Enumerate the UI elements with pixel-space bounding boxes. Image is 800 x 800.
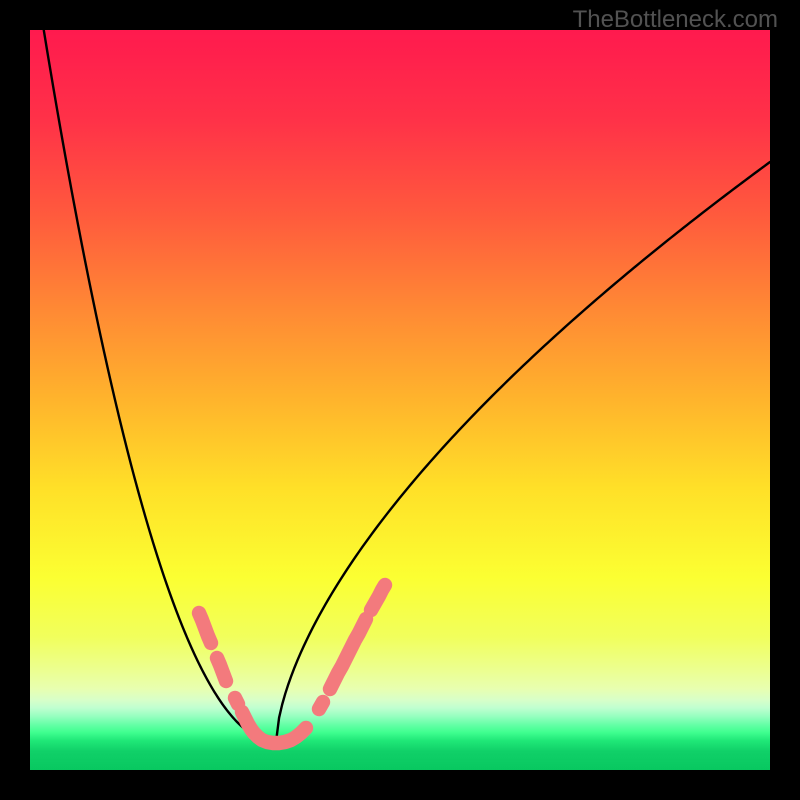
marker-segment-1 xyxy=(217,658,226,681)
watermark-text: TheBottleneck.com xyxy=(573,6,778,34)
chart-canvas: TheBottleneck.com xyxy=(0,0,800,800)
bottleneck-chart xyxy=(30,30,770,770)
marker-segment-4 xyxy=(319,702,323,709)
marker-segment-2 xyxy=(235,698,238,704)
